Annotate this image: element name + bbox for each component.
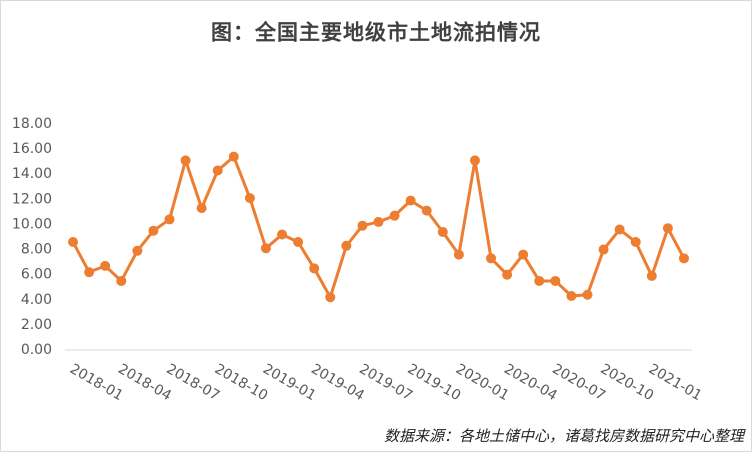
source-note: 数据来源：各地土储中心，诸葛找房数据研究中心整理 [384,427,746,445]
data-point [405,195,416,206]
data-point [277,229,288,240]
data-point [68,237,79,248]
data-point [502,269,513,280]
data-point [630,237,641,248]
y-tick-label: 8.00 [21,242,52,258]
data-point [421,205,432,216]
data-point [132,245,143,256]
data-point [566,291,577,302]
chart-title: 图：全国主要地级市土地流拍情况 [211,20,541,45]
data-point [196,203,207,214]
data-point [614,224,625,235]
data-point [100,260,111,271]
data-point [518,249,529,260]
y-tick-label: 18.00 [12,116,52,132]
y-tick-label: 6.00 [21,267,52,283]
data-point [486,253,497,264]
data-point [534,275,545,286]
data-point [550,275,561,286]
data-point [325,292,336,303]
data-point [309,263,320,274]
data-point [646,270,657,281]
y-tick-label: 16.00 [12,141,52,157]
data-point [148,225,159,236]
y-tick-label: 12.00 [12,191,52,207]
data-point [244,193,255,204]
data-point [678,253,689,264]
data-point [180,155,191,166]
y-tick-label: 10.00 [12,216,52,232]
data-point [212,165,223,176]
data-point [389,210,400,221]
data-point [582,289,593,300]
y-tick-label: 0.00 [21,342,52,358]
data-point [662,223,673,234]
y-tick-label: 2.00 [21,317,52,333]
data-point [84,267,95,278]
data-point [293,237,304,248]
data-point [437,226,448,237]
data-point [116,275,127,286]
data-point [453,249,464,260]
data-point [164,214,175,225]
y-tick-label: 4.00 [21,292,52,308]
data-point [228,151,239,162]
data-point [598,244,609,255]
data-point [373,216,384,227]
data-point [260,243,271,254]
data-point [357,220,368,231]
data-point [469,155,480,166]
data-point [341,240,352,251]
y-tick-label: 14.00 [12,166,52,182]
